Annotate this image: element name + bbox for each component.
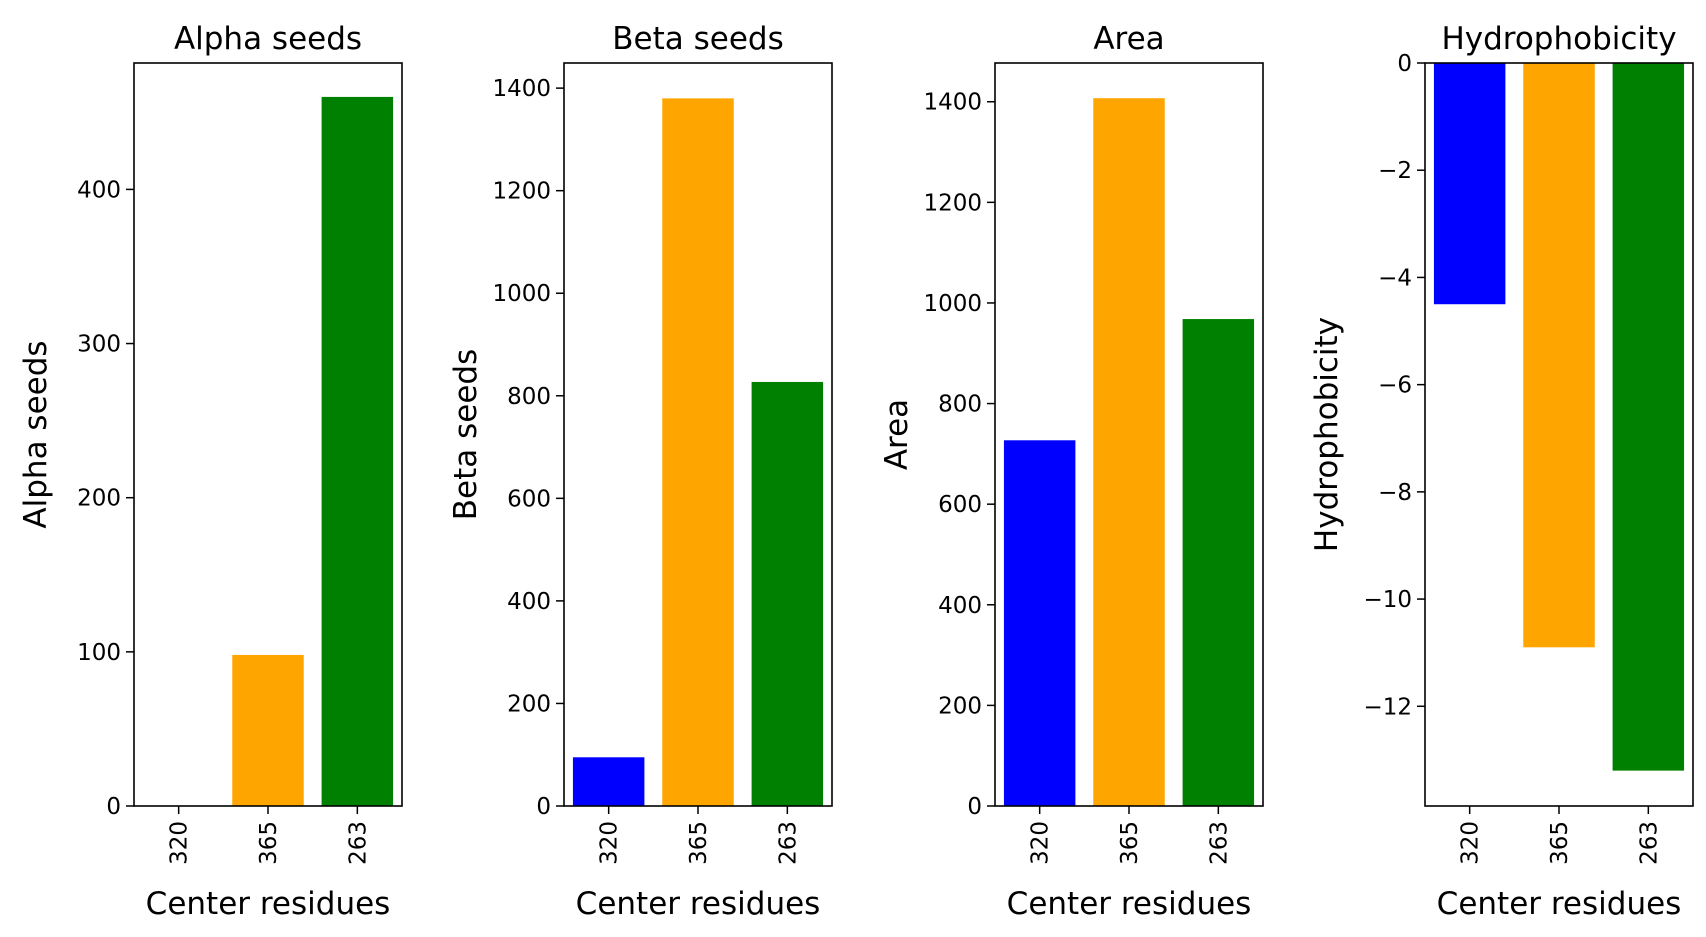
- x-tick-label: 365: [1117, 821, 1143, 865]
- bar-320: [1433, 63, 1506, 305]
- x-tick-label: 263: [345, 821, 371, 865]
- y-ticks: 0 100 200 300 400: [77, 177, 134, 820]
- x-tick-label: 320: [167, 821, 193, 865]
- y-tick-label: 400: [77, 177, 121, 203]
- plot-frame: [563, 62, 833, 807]
- x-tick-label: 263: [775, 821, 801, 865]
- y-tick-label: 1000: [923, 291, 982, 317]
- panel-hydrophobicity: Hydrophobicity Center residues Hydrophob…: [1309, 21, 1694, 922]
- bars-layer: [232, 96, 394, 806]
- bar-365: [662, 98, 734, 806]
- x-tick-label: 320: [1458, 821, 1484, 865]
- y-tick-label: −6: [1378, 373, 1412, 399]
- y-tick-label: 0: [536, 794, 551, 820]
- y-tick-label: 1000: [492, 281, 551, 307]
- x-ticks: 320 365 263: [1458, 806, 1662, 865]
- y-tick-label: −10: [1363, 587, 1412, 613]
- x-tick-label: 365: [256, 821, 282, 865]
- y-ticks: 0 200 400 600 800 1000 1200 1400: [923, 90, 995, 820]
- y-tick-label: 600: [938, 492, 982, 518]
- bar-320: [1003, 440, 1076, 806]
- bar-365: [232, 654, 304, 806]
- x-ticks: 320 365 263: [167, 806, 371, 865]
- y-tick-label: −2: [1378, 158, 1412, 184]
- bar-320: [572, 757, 645, 806]
- x-tick-label: 320: [597, 821, 623, 865]
- y-axis-label: Alpha seeds: [18, 340, 54, 528]
- panel-alpha-seeds: Alpha seeds Center residues Alpha seeds …: [18, 21, 403, 922]
- chart-title: Beta seeds: [612, 21, 783, 57]
- bar-365: [1093, 98, 1165, 806]
- bar-263: [1612, 63, 1685, 771]
- panel-area: Area Center residues Area 0 200 400 600 800 1…: [879, 21, 1264, 922]
- x-axis-label: Center residues: [576, 886, 821, 922]
- x-axis-label: Center residues: [146, 886, 391, 922]
- y-tick-label: 1400: [923, 90, 982, 116]
- x-axis-label: Center residues: [1007, 886, 1252, 922]
- y-tick-label: 0: [967, 794, 982, 820]
- y-axis-label: Beta seeds: [448, 349, 484, 520]
- chart-title: Alpha seeds: [174, 21, 362, 57]
- x-tick-label: 365: [686, 821, 712, 865]
- y-tick-label: 300: [77, 332, 121, 358]
- x-ticks: 320 365 263: [597, 806, 801, 865]
- x-ticks: 320 365 263: [1028, 806, 1232, 865]
- y-tick-label: −4: [1378, 265, 1412, 291]
- bar-263: [751, 381, 824, 806]
- x-tick-label: 320: [1028, 821, 1054, 865]
- y-ticks: 0 200 400 600 800 1000 1200 1400: [492, 76, 564, 820]
- y-tick-label: 400: [938, 593, 982, 619]
- y-tick-label: 200: [938, 693, 982, 719]
- bars-layer: [572, 98, 824, 806]
- bars-layer: [1433, 63, 1685, 771]
- y-axis-label: Hydrophobicity: [1309, 317, 1345, 552]
- bar-263: [321, 96, 394, 806]
- bar-263: [1182, 319, 1255, 806]
- y-tick-label: 0: [1397, 51, 1412, 77]
- y-tick-label: 400: [507, 589, 551, 615]
- y-tick-label: −8: [1378, 480, 1412, 506]
- y-tick-label: 800: [938, 392, 982, 418]
- y-tick-label: 1400: [492, 76, 551, 102]
- y-tick-label: 1200: [923, 190, 982, 216]
- y-tick-label: 200: [507, 691, 551, 717]
- x-axis-label: Center residues: [1437, 886, 1682, 922]
- chart-title: Hydrophobicity: [1441, 21, 1676, 57]
- plot-frame: [133, 62, 403, 807]
- y-ticks: 0 −2 −4 −6 −8 −10 −12: [1363, 51, 1425, 720]
- x-tick-label: 365: [1547, 821, 1573, 865]
- bars-layer: [1003, 98, 1255, 806]
- plot-frame: [994, 62, 1264, 807]
- y-tick-label: −12: [1363, 694, 1412, 720]
- x-tick-label: 263: [1206, 821, 1232, 865]
- y-tick-label: 1200: [492, 179, 551, 205]
- y-tick-label: 0: [106, 794, 121, 820]
- y-tick-label: 600: [507, 486, 551, 512]
- y-tick-label: 200: [77, 486, 121, 512]
- bar-365: [1523, 63, 1595, 648]
- x-tick-label: 263: [1636, 821, 1662, 865]
- y-tick-label: 100: [77, 640, 121, 666]
- panel-beta-seeds: Beta seeds Center residues Beta seeds 0 2…: [448, 21, 833, 922]
- y-axis-label: Area: [879, 399, 915, 470]
- y-tick-label: 800: [507, 384, 551, 410]
- plot-frame: [1424, 62, 1694, 807]
- chart-title: Area: [1093, 21, 1164, 57]
